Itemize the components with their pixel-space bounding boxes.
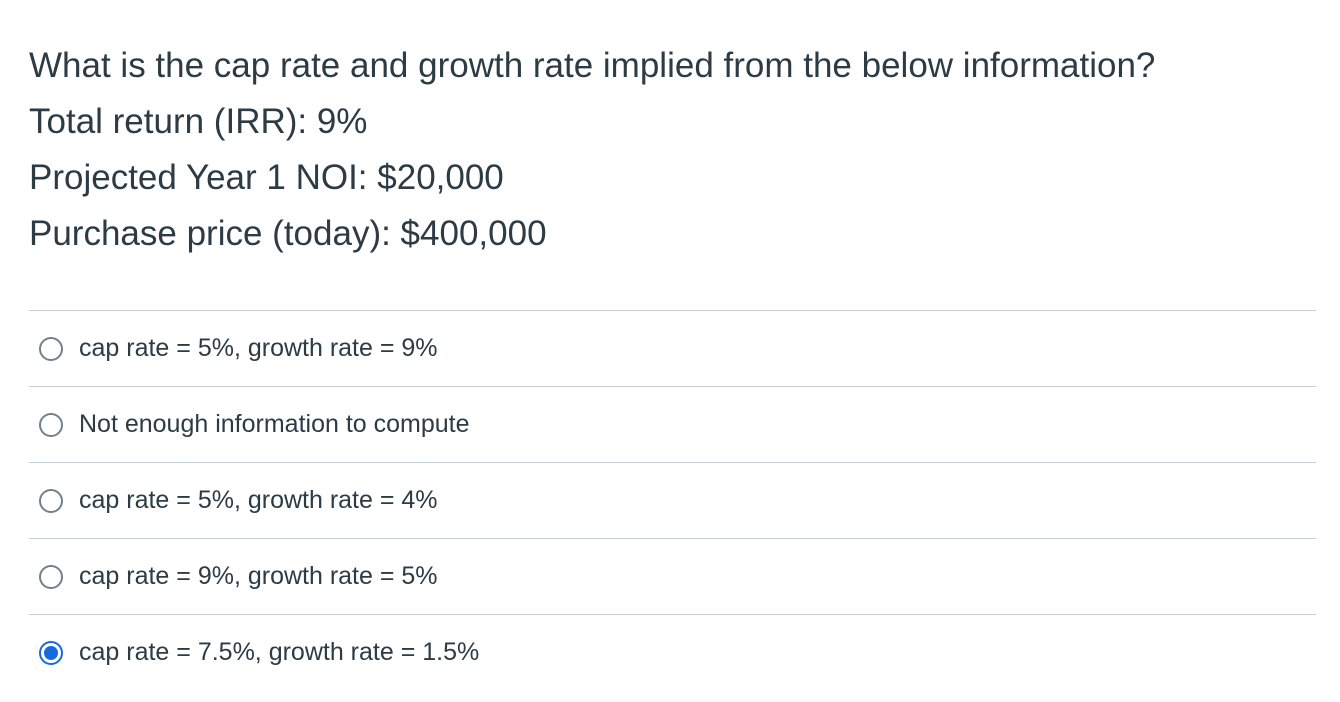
answer-option-2[interactable]: Not enough information to compute — [29, 387, 1316, 463]
radio-button-selected-icon[interactable] — [39, 640, 63, 665]
question-purchase-price: Purchase price (today): $400,000 — [29, 214, 547, 253]
radio-button-icon[interactable] — [39, 412, 63, 437]
radio-button-icon[interactable] — [39, 564, 63, 589]
answer-label[interactable]: cap rate = 9%, growth rate = 5% — [79, 562, 438, 590]
answer-option-1[interactable]: cap rate = 5%, growth rate = 9% — [29, 311, 1316, 387]
answer-list: cap rate = 5%, growth rate = 9% Not enou… — [29, 310, 1316, 690]
answer-label[interactable]: cap rate = 5%, growth rate = 4% — [79, 486, 438, 514]
answer-label[interactable]: cap rate = 5%, growth rate = 9% — [79, 334, 438, 362]
radio-button-icon[interactable] — [39, 488, 63, 513]
question-block: What is the cap rate and growth rate imp… — [29, 38, 1319, 262]
question-noi: Projected Year 1 NOI: $20,000 — [29, 158, 504, 197]
answer-label[interactable]: Not enough information to compute — [79, 410, 470, 438]
answer-option-3[interactable]: cap rate = 5%, growth rate = 4% — [29, 463, 1316, 539]
question-prompt: What is the cap rate and growth rate imp… — [29, 46, 1156, 85]
question-total-return: Total return (IRR): 9% — [29, 102, 368, 141]
answer-option-5[interactable]: cap rate = 7.5%, growth rate = 1.5% — [29, 615, 1316, 690]
radio-button-icon[interactable] — [39, 336, 63, 361]
answer-label[interactable]: cap rate = 7.5%, growth rate = 1.5% — [79, 638, 480, 666]
answer-option-4[interactable]: cap rate = 9%, growth rate = 5% — [29, 539, 1316, 615]
